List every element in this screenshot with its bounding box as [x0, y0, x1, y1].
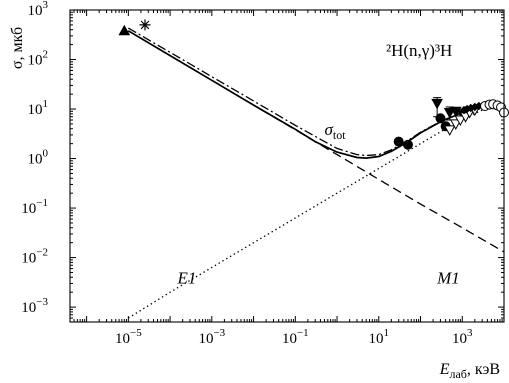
marker-filled-triangles-down: [431, 98, 443, 110]
marker-open-triangles-down: [454, 115, 467, 127]
x-tick-label: 103: [452, 327, 473, 347]
y-tick-label: 103: [28, 0, 49, 19]
x-tick-label: 101: [369, 327, 390, 347]
marker-filled-circles: [402, 139, 413, 150]
series-m1-dashed: [127, 30, 505, 253]
marker-filled-circles: [393, 136, 404, 147]
y-tick-label: 10−1: [21, 197, 48, 217]
plot-frame: [69, 9, 505, 323]
marker-open-triangles-down: [443, 125, 456, 136]
reaction-label: ²H(n,γ)³H: [386, 41, 452, 60]
y-tick-label: 102: [28, 49, 49, 69]
marker-filled-circles: [435, 113, 446, 124]
marker-asterisk: [139, 19, 151, 31]
annotation-e1: E1: [176, 268, 196, 287]
y-tick-label: 100: [28, 148, 49, 168]
x-tick-label: 10−5: [115, 327, 142, 347]
annotation-m1: M1: [436, 268, 460, 287]
x-tick-label: 10−3: [198, 327, 225, 347]
annotation-sigma-tot: σtot: [324, 120, 346, 142]
y-tick-label: 10−2: [21, 247, 48, 267]
x-tick-label: 10−1: [282, 327, 309, 347]
y-tick-label: 10−3: [21, 296, 48, 316]
x-axis-title: Eлаб, кэВ: [439, 361, 500, 381]
series-dashdot: [127, 27, 505, 157]
y-axis-title: σ, мкб: [9, 27, 26, 69]
y-tick-label: 101: [28, 98, 49, 118]
marker-filled-triangle-up: [118, 24, 131, 36]
